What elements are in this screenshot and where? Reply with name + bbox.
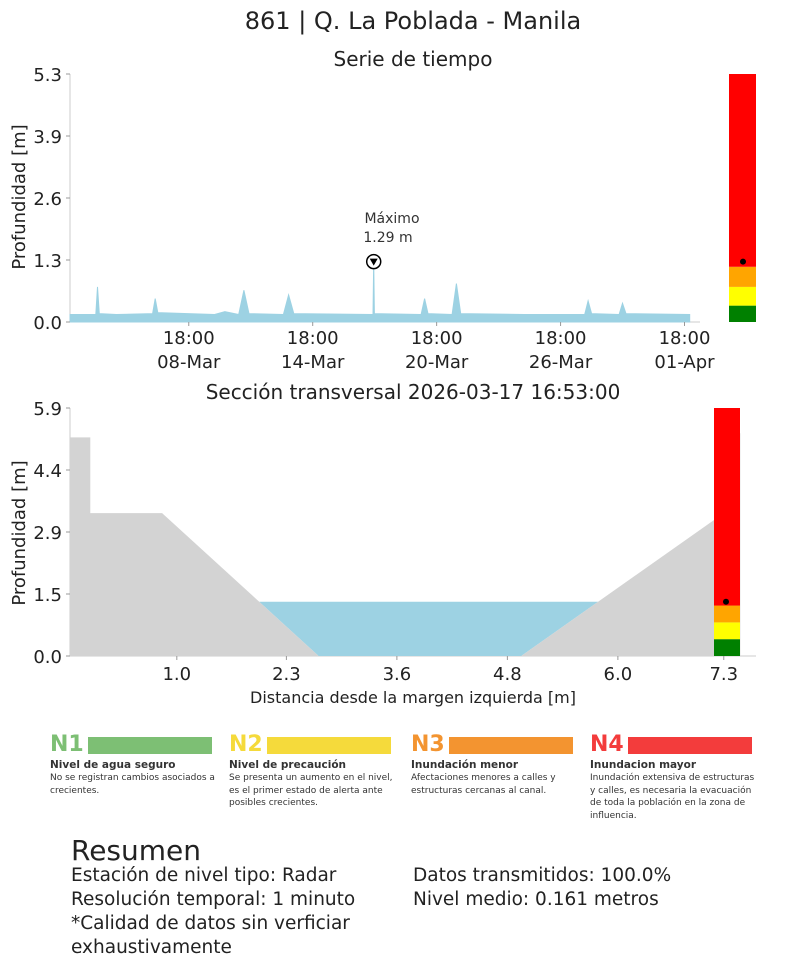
xs-xtick-label: 3.6: [383, 664, 412, 685]
ts-xtick-day: 01-Apr: [654, 352, 715, 373]
xs-current-level-dot: [723, 598, 729, 605]
xs-alert-n2: [714, 622, 740, 640]
timeseries-ylabel: Profundidad [m]: [9, 124, 30, 269]
xs-water: [259, 601, 599, 656]
legend-n4-desc: Inundación extensiva de estructuras y ca…: [590, 773, 755, 821]
xs-ytick-label: 0.0: [33, 647, 62, 668]
xs-terrain-left-bank: [70, 437, 319, 656]
legend-n2: N2 Nivel de precaución Se presenta un au…: [229, 732, 397, 810]
legend-n1-bar: [87, 736, 212, 754]
xs-terrain-right-bank: [521, 433, 741, 656]
legend-n2-code: N2: [229, 732, 263, 757]
summary-mean-level: Nivel medio: 0.161 metros: [413, 889, 659, 910]
ts-alert-n3: [729, 266, 756, 287]
summary-title: Resumen: [71, 834, 202, 867]
ts-current-level-dot: [740, 258, 746, 265]
max-annotation-value: 1.29 m: [363, 230, 412, 246]
legend-n1-name: Nivel de agua seguro: [50, 759, 176, 771]
legend-n3-name: Inundación menor: [411, 759, 519, 771]
ts-ytick-label: 1.3: [33, 251, 62, 272]
legend-n4: N4 Inundacion mayor Inundación extensiva…: [590, 732, 758, 822]
xs-alert-n1: [714, 639, 740, 656]
ts-xtick-time: 18:00: [659, 328, 711, 349]
legend-n1-desc: No se registran cambios asociados a crec…: [50, 773, 215, 796]
xs-ytick-label: 4.4: [33, 461, 62, 482]
xs-xtick-label: 4.8: [493, 664, 522, 685]
ts-xtick-time: 18:00: [535, 328, 587, 349]
summary-resolution: Resolución temporal: 1 minuto: [71, 889, 356, 910]
max-marker-triangle: [369, 258, 378, 266]
ts-ytick-label: 5.3: [33, 65, 62, 86]
ts-alert-n2: [729, 286, 756, 306]
page-title: 861 | Q. La Poblada - Manila: [245, 7, 581, 35]
summary-right-column: Datos transmitidos: 100.0% Nivel medio: …: [413, 864, 671, 912]
legend-n3-code: N3: [411, 732, 445, 757]
ts-xtick-day: 20-Mar: [405, 352, 469, 373]
summary-station-type: Estación de nivel tipo: Radar: [71, 865, 337, 886]
cross-section-title: Sección transversal 2026-03-17 16:53:00: [206, 380, 621, 404]
summary-left-column: Estación de nivel tipo: Radar Resolución…: [71, 864, 355, 960]
legend-n2-name: Nivel de precaución: [229, 759, 347, 771]
ts-xtick-time: 18:00: [163, 328, 215, 349]
legend-n3-bar: [448, 736, 573, 754]
legend-n1: N1 Nivel de agua seguro No se registran …: [50, 732, 218, 797]
ts-series-area: [69, 261, 691, 323]
ts-xtick-day: 08-Mar: [157, 352, 221, 373]
ts-alert-n1: [729, 305, 756, 322]
summary-section: Resumen Estación de nivel tipo: Radar Re…: [71, 834, 791, 958]
ts-ytick-label: 2.6: [33, 189, 62, 210]
xs-alert-n3: [714, 605, 740, 623]
ts-alert-n4: [729, 74, 756, 267]
max-annotation-label: Máximo: [364, 211, 419, 227]
legend-n2-desc: Se presenta un aumento en el nivel, es e…: [229, 773, 393, 808]
xs-xtick-label: 6.0: [604, 664, 633, 685]
summary-quality-note-cont: exhaustivamente: [71, 937, 232, 958]
xs-ytick-label: 2.9: [33, 523, 62, 544]
ts-ytick-label: 3.9: [33, 127, 62, 148]
xs-xtick-label: 7.3: [709, 664, 738, 685]
legend-n4-bar: [627, 736, 752, 754]
legend-n3-desc: Afectaciones menores a calles y estructu…: [411, 773, 556, 796]
legend-n4-code: N4: [590, 732, 624, 757]
ts-xtick-day: 26-Mar: [529, 352, 593, 373]
ts-xtick-time: 18:00: [411, 328, 463, 349]
legend-n2-bar: [266, 736, 391, 754]
legend-n4-name: Inundacion mayor: [590, 759, 697, 771]
cross-section-xlabel: Distancia desde la margen izquierda [m]: [250, 688, 576, 707]
xs-ytick-label: 5.9: [33, 399, 62, 420]
ts-xtick-day: 14-Mar: [281, 352, 345, 373]
ts-ytick-label: 0.0: [33, 313, 62, 334]
timeseries-plot: 0.0 1.3 2.6 3.9 5.3 18:00 08-Mar 18:00 14-Mar 18:…: [33, 65, 756, 373]
summary-data-transmitted: Datos transmitidos: 100.0%: [413, 865, 672, 886]
xs-xtick-label: 2.3: [272, 664, 301, 685]
xs-alert-n4: [714, 408, 740, 606]
xs-ytick-label: 1.5: [33, 585, 62, 606]
charts-canvas: 861 | Q. La Poblada - Manila Serie de ti…: [9, 7, 756, 707]
ts-xtick-time: 18:00: [287, 328, 339, 349]
cross-section-ylabel: Profundidad [m]: [9, 460, 30, 605]
legend-n3: N3 Inundación menor Afectaciones menores…: [411, 732, 579, 797]
timeseries-title: Serie de tiempo: [334, 47, 493, 71]
cross-section-plot: 0.0 1.5 2.9 4.4 5.9 1.0 2.3 3.6 4.8 6.0 7.3: [33, 399, 756, 685]
summary-quality-note: *Calidad de datos sin verficiar: [71, 913, 350, 934]
xs-xtick-label: 1.0: [162, 664, 191, 685]
legend-n1-code: N1: [50, 732, 84, 757]
